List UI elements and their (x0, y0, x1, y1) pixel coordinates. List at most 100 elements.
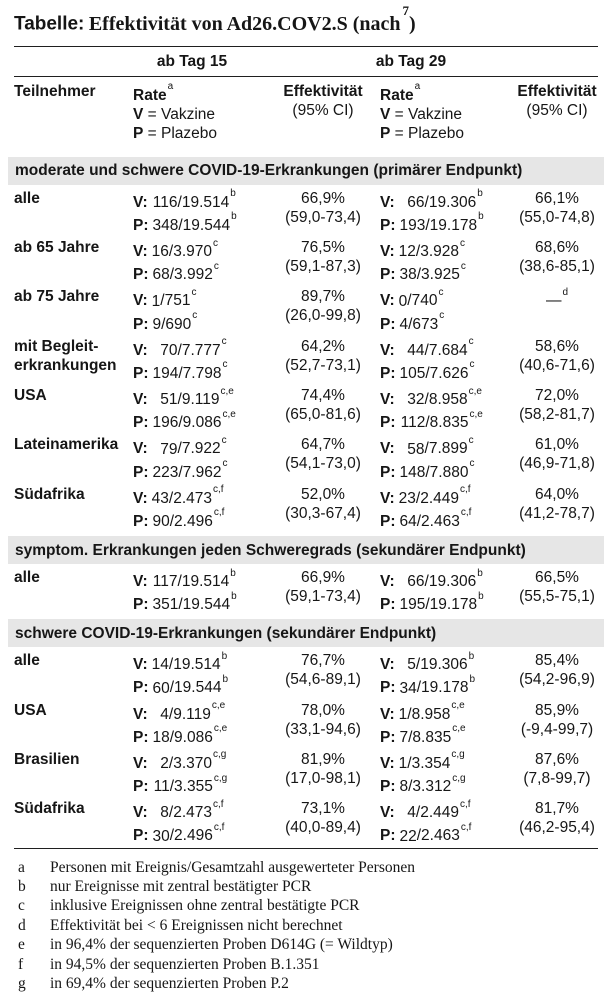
ci-value: (30,3-67,4) (285, 504, 361, 522)
table-title: Tabelle: Effektivität von Ad26.COV2.S (n… (14, 3, 598, 36)
placebo-rate-line: P: 148/7.880c (380, 458, 475, 481)
footnote-item: f in 94,5% der sequenzierten Proben B.1.3… (14, 955, 598, 974)
placebo-numerator: 193 (399, 217, 426, 235)
rate-cell-d15: V: 43/2.473c,f P: 90/2.496c,f (133, 484, 275, 531)
footnote-ref-c,f: c,f (460, 507, 472, 519)
placebo-numerator: 9 (152, 315, 162, 333)
rate-cell-d15: V: 1/751c P: 9/690c (133, 287, 275, 333)
placebo-rate-line: P: 90/2.496c,f (133, 507, 225, 530)
row-label: Brasilien (14, 750, 80, 768)
vaccine-numerator: 0 (398, 292, 408, 310)
vaccine-key: V: (133, 341, 148, 359)
ci-value: (7,8-99,7) (523, 769, 591, 787)
placebo-key: P: (133, 679, 149, 697)
ci-value: (52,7-73,1) (285, 356, 361, 374)
placebo-rate-line: P: 22/2.463c,f (380, 821, 472, 845)
vaccine-rate-line: V: 58/7.899c (380, 434, 474, 458)
effectiveness-value: 74,4% (301, 387, 345, 405)
placebo-key: P: (133, 365, 149, 383)
effectiveness-value: 64,7% (301, 436, 345, 454)
effectiveness-value: 73,1% (301, 800, 345, 818)
footnote-ref-c,f: c,f (213, 484, 224, 496)
vaccine-numerator: 14 (151, 656, 169, 674)
placebo-numerator: 60 (152, 679, 170, 697)
placebo-rate-line: P: 348/19.544b (133, 211, 237, 235)
footnote-ref-c,e: c,e (211, 700, 226, 712)
placebo-numerator: 148 (399, 463, 426, 481)
footnote-key: a (18, 858, 25, 876)
vaccine-key: V: (133, 489, 148, 507)
footnote-ref-c: c (438, 286, 444, 298)
effectiveness-value: 64,2% (301, 337, 345, 355)
vaccine-numerator: 1 (398, 755, 408, 773)
effectiveness-cell-d29: 81,7% (46,2-95,4) (516, 799, 598, 845)
divider-top (14, 45, 598, 47)
rate-cell-d15: V: 2/3.370c,g P: 11/3.355c,g (133, 749, 275, 796)
vaccine-key: V: (380, 755, 395, 773)
effectiveness-cell-d15: 89,7% (26,0-99,8) (275, 287, 371, 333)
row-label: Südafrika (14, 485, 85, 503)
vaccine-key: V: (380, 193, 395, 211)
placebo-rate-line: P: 105/7.626c (380, 359, 475, 383)
vaccine-key: V: (133, 440, 148, 458)
effectiveness-value: 68,6% (535, 239, 579, 257)
vaccine-numerator: 1 (151, 292, 161, 310)
placebo-numerator: 7 (399, 728, 409, 746)
table-row: alle V: 14/19.514b P: 60/19.544b 76,7% (54,6-8… (14, 651, 598, 697)
effectiveness-cell-d29: 85,4% (54,2-96,9) (516, 651, 598, 697)
placebo-numerator: 112 (400, 414, 426, 432)
table-row: ab 75 Jahre V: 1/751c P: 9/690c 89,7% (26,0-99… (14, 287, 598, 333)
placebo-rate-line: P: 196/9.086c,e (133, 408, 236, 432)
row-label: alle (14, 569, 40, 586)
vaccine-numerator: 70 (160, 341, 178, 359)
ci-value: (-9,4-99,7) (520, 720, 594, 738)
vaccine-rate-line: V: 12/3.928c (380, 237, 465, 261)
effectiveness-cell-d15: 76,7% (54,6-89,1) (275, 651, 371, 697)
table-row: USA V: 4/9.119c,e P: 18/9.086c,e 78,0% (33,1-9… (14, 700, 598, 747)
placebo-rate-line: P: 4/673c (380, 310, 445, 333)
footnote-ref-c,g: c,g (452, 772, 466, 784)
effectiveness-value: 85,4% (535, 652, 579, 670)
vaccine-key: V: (380, 656, 395, 674)
table-row: alle V: 117/19.514b P: 351/19.544b 66,9% (59,1… (14, 568, 598, 614)
placebo-rate-line: P: 193/19.178b (380, 211, 484, 235)
vaccine-numerator: 4 (160, 705, 169, 723)
footnote-ref-b: b (230, 188, 236, 200)
table-row: mit Begleit- erkrankungen V: 70/7.777c P: 19… (14, 336, 598, 383)
effectiveness-column-header-day29: Effektivität (95% CI) (516, 82, 598, 143)
footnote-ref-b: b (231, 590, 237, 602)
divider-bottom (14, 847, 598, 849)
placebo-key: P (133, 124, 144, 142)
footnote-ref-c,g: c,g (213, 749, 227, 761)
vaccine-key: V: (133, 193, 148, 211)
effectiveness-cell-d15: 74,4% (65,0-81,6) (275, 386, 371, 432)
rate-label: Ratea (133, 81, 275, 105)
footnote-ref-c: c (460, 260, 466, 272)
effectiveness-cell-d15: 76,5% (59,1-87,3) (275, 238, 371, 284)
rate-cell-d29: V: 1/8.958c,e P: 7/8.835c,e (371, 700, 516, 747)
vaccine-rate-line: V: 1/751c (133, 286, 197, 310)
rate-cell-d29: V: 66/19.306b P: 195/19.178b (371, 568, 516, 614)
vaccine-key-text: = Vakzine (394, 105, 463, 123)
rate-cell-d29: V: 66/19.306b P: 193/19.178b (371, 188, 516, 235)
vaccine-key: V (133, 105, 144, 123)
placebo-key: P: (133, 315, 149, 333)
effectiveness-cell-d15: 73,1% (40,0-89,4) (275, 799, 371, 845)
vaccine-key: V: (133, 243, 148, 261)
placebo-key: P: (133, 513, 149, 530)
placebo-numerator: 196 (152, 414, 179, 432)
placebo-key: P: (133, 778, 149, 796)
footnote-ref-c,e: c,e (213, 723, 228, 735)
placebo-key: P: (380, 596, 396, 614)
vaccine-numerator: 79 (160, 440, 178, 458)
vaccine-key: V: (133, 804, 148, 822)
rate-cell-d29: V: 58/7.899c P: 148/7.880c (371, 435, 516, 481)
placebo-key: P: (133, 414, 149, 432)
rate-cell-d29: V: 4/2.449c,f P: 22/2.463c,f (371, 799, 516, 845)
vaccine-numerator: 66 (407, 193, 425, 211)
vaccine-key: V: (133, 705, 148, 723)
placebo-rate-line: P: 68/3.992c (133, 260, 219, 284)
table-row: Lateinamerika V: 79/7.922c P: 223/7.962c 64,7… (14, 435, 598, 481)
effectiveness-value: 76,7% (301, 652, 345, 670)
effectiveness-cell-d29: 68,6% (38,6-85,1) (516, 238, 598, 284)
